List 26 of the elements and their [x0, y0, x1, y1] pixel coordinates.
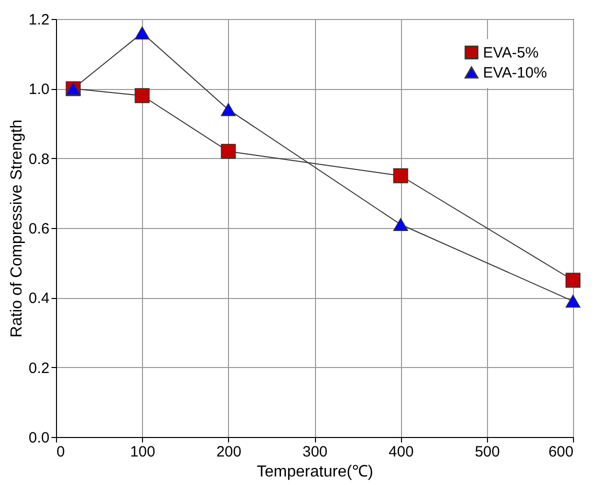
point	[566, 272, 580, 288]
point	[566, 294, 580, 308]
x-tick-label: 600	[548, 444, 574, 460]
x-tick-label: 0	[56, 444, 65, 460]
x-tick-label: 500	[474, 444, 500, 460]
y-tick-label: 0.8	[28, 150, 50, 168]
point	[134, 26, 150, 40]
y-tick-label: 1.0	[28, 81, 50, 98]
y-tick-label: 0.4	[28, 290, 50, 308]
y-tick-label: 0.0	[28, 430, 50, 446]
y-axis-title: Ratio of Compressive Strength	[8, 120, 26, 338]
x-tick-label: 100	[130, 444, 156, 460]
point	[134, 88, 150, 104]
x-axis-title: Temperature(℃)	[256, 464, 374, 480]
legend-label: EVA-5%	[483, 44, 539, 62]
point	[220, 103, 236, 116]
x-tick-label: 300	[302, 444, 328, 460]
y-tick-label: 1.2	[28, 12, 50, 28]
point	[393, 168, 408, 184]
point	[220, 144, 236, 159]
point	[393, 218, 408, 232]
x-tick-label: 200	[216, 444, 242, 460]
legend-label: EVA-10%	[483, 64, 547, 82]
y-tick-label: 0.6	[28, 220, 50, 238]
y-tick-label: 0.2	[28, 360, 50, 377]
x-tick-label: 400	[388, 444, 414, 460]
